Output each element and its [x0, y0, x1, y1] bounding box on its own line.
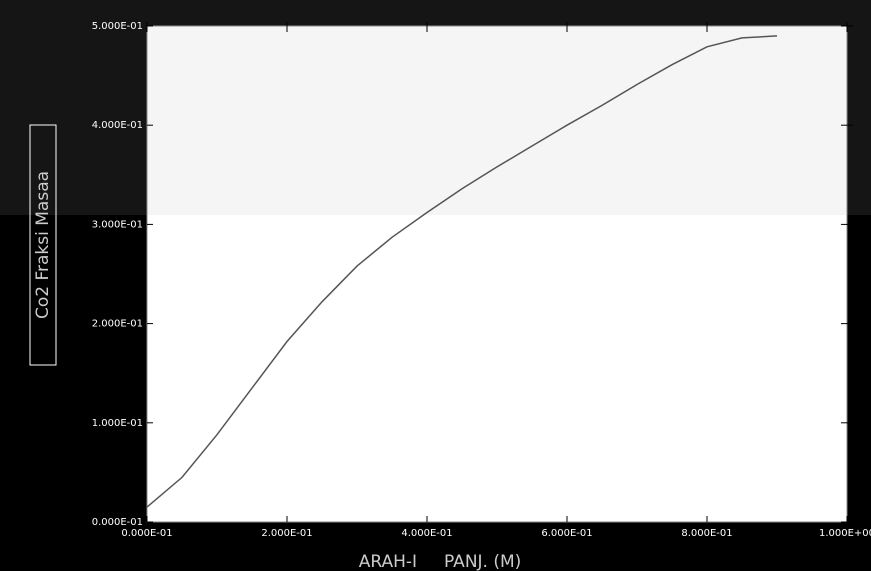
y-tick-label: 3.000E-01: [92, 219, 143, 230]
x-tick-label: 2.000E-01: [261, 528, 312, 539]
x-tick-label: 0.000E-01: [121, 528, 172, 539]
y-tick-label: 4.000E-01: [92, 120, 143, 131]
y-tick-label: 1.000E-01: [92, 418, 143, 429]
y-tick-label: 5.000E-01: [92, 21, 143, 32]
y-tick-label: 2.000E-01: [92, 319, 143, 330]
chart: ARAH-I PANJ. (M) Co2 Fraksi Masaa 0.000E…: [0, 0, 871, 571]
x-tick-label: 1.000E+00: [819, 528, 871, 539]
x-tick-label: 8.000E-01: [681, 528, 732, 539]
x-tick-label: 4.000E-01: [401, 528, 452, 539]
x-axis-label: ARAH-I PANJ. (M): [359, 552, 522, 571]
y-axis-label: Co2 Fraksi Masaa: [33, 171, 53, 319]
watermark: [0, 0, 871, 215]
y-tick-label: 0.000E-01: [92, 517, 143, 528]
x-tick-label: 6.000E-01: [541, 528, 592, 539]
